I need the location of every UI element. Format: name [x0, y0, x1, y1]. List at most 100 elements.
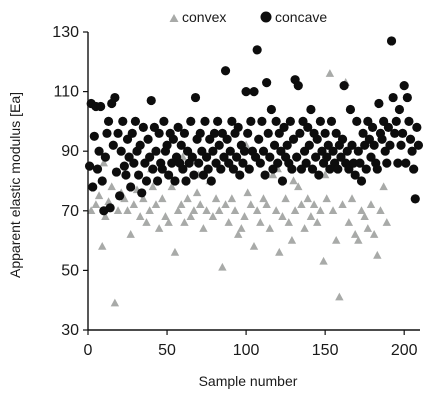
concave-point: [333, 164, 343, 174]
concave-point: [401, 158, 411, 168]
x-tick-label: 50: [158, 342, 176, 359]
concave-point: [374, 98, 384, 109]
y-tick-label: 30: [61, 322, 79, 339]
concave-point: [398, 128, 408, 138]
convex-point: [94, 191, 104, 200]
convex-point: [338, 200, 347, 209]
convex-point: [189, 206, 199, 214]
concave-point: [260, 170, 270, 180]
concave-point: [390, 128, 400, 138]
concave-point: [246, 116, 256, 126]
concave-point: [187, 152, 197, 162]
concave-point: [244, 164, 254, 174]
concave-point: [88, 182, 98, 192]
concave-point: [315, 116, 325, 126]
convex-point: [259, 194, 268, 203]
concave-point: [206, 176, 216, 186]
concave-point: [176, 140, 186, 150]
concave-point: [255, 158, 265, 168]
concave-point: [135, 140, 145, 150]
concave-point: [157, 164, 167, 174]
legend-convex-label: convex: [182, 9, 226, 25]
legend-concave-marker: [260, 11, 272, 23]
convex-point: [350, 230, 360, 238]
convex-point: [177, 200, 186, 209]
concave-point: [232, 152, 242, 162]
convex-point: [294, 182, 303, 191]
concave-point: [189, 170, 199, 180]
convex-point: [289, 176, 298, 185]
concave-point: [92, 164, 103, 174]
concave-point: [164, 170, 174, 180]
concave-point: [148, 164, 158, 174]
convex-point: [313, 218, 322, 226]
concave-point: [285, 116, 295, 126]
concave-point: [119, 161, 129, 171]
convex-point: [98, 241, 107, 250]
concave-point: [352, 116, 362, 126]
concave-point: [266, 104, 276, 115]
concave-point: [220, 66, 231, 76]
concave-point: [145, 152, 155, 162]
concave-point: [238, 158, 248, 168]
concave-point: [94, 146, 104, 156]
convex-point: [357, 206, 366, 214]
concave-point: [263, 128, 273, 138]
concave-point: [295, 128, 305, 138]
concave-point: [257, 116, 267, 126]
concave-point: [356, 176, 367, 186]
concave-point: [108, 140, 118, 150]
concave-point: [222, 134, 232, 144]
concave-point: [127, 128, 137, 138]
concave-point: [129, 158, 139, 168]
convex-point: [335, 292, 344, 301]
convex-point: [366, 200, 376, 209]
concave-point: [170, 176, 180, 186]
concave-point: [402, 92, 412, 103]
concave-point: [282, 140, 292, 150]
legend-item-concave: concave: [260, 9, 327, 25]
concave-point: [181, 176, 191, 186]
concave-point: [110, 92, 120, 103]
concave-point: [209, 128, 220, 138]
concave-point: [314, 170, 324, 180]
concave-point: [102, 128, 112, 138]
convex-point: [186, 212, 195, 220]
concave-point: [233, 122, 243, 132]
convex-point: [192, 188, 202, 197]
concave-point: [393, 158, 403, 168]
concave-point: [97, 176, 107, 186]
concave-point: [111, 167, 122, 177]
convex-point: [243, 188, 252, 197]
x-tick-label: 200: [391, 342, 418, 359]
convex-point: [199, 224, 208, 232]
concave-point: [349, 158, 359, 168]
convex-point: [354, 236, 363, 244]
concave-point: [103, 116, 114, 126]
convex-point: [86, 206, 96, 214]
convex-point: [154, 224, 164, 232]
concave-point: [265, 152, 275, 162]
concave-point: [225, 146, 235, 156]
convex-point: [173, 206, 183, 214]
convex-point: [148, 182, 158, 191]
concave-point: [152, 176, 163, 186]
convex-point: [265, 224, 275, 232]
convex-point: [167, 182, 176, 191]
concave-point: [350, 170, 360, 180]
convex-point: [224, 218, 233, 226]
concave-point: [228, 164, 239, 174]
convex-point: [252, 206, 262, 214]
convex-point: [180, 218, 189, 226]
concave-point: [339, 81, 349, 91]
concave-point: [254, 134, 264, 144]
convex-point: [281, 194, 290, 203]
concave-point: [241, 87, 251, 97]
y-tick-label: 90: [61, 143, 79, 160]
convex-point: [379, 182, 388, 191]
concave-point: [208, 146, 218, 156]
convex-point: [183, 194, 192, 203]
concave-point: [303, 122, 313, 132]
